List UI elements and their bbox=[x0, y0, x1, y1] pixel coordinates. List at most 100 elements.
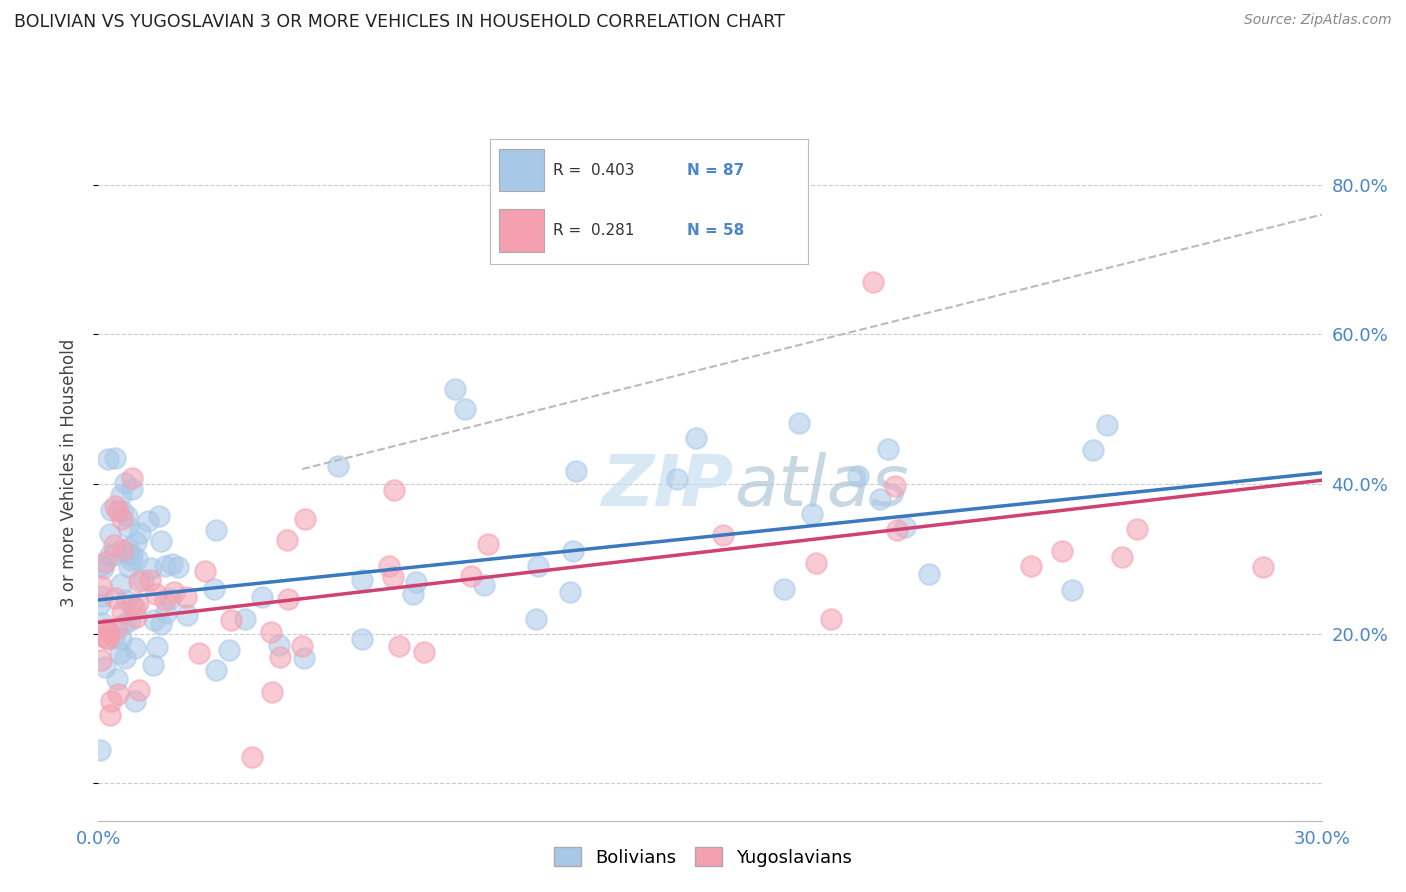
Bolivians bbox=[524, 611, 547, 625]
Bolivians bbox=[98, 527, 121, 541]
Yugoslavians bbox=[1050, 544, 1073, 558]
Bolivians bbox=[100, 502, 122, 516]
Bolivians bbox=[127, 552, 149, 566]
Bolivians bbox=[176, 608, 198, 623]
Text: atlas: atlas bbox=[734, 452, 910, 521]
Bolivians bbox=[145, 640, 167, 655]
Yugoslavians bbox=[104, 499, 127, 513]
Bolivians bbox=[111, 504, 134, 518]
Yugoslavians bbox=[294, 511, 316, 525]
Bolivians bbox=[159, 592, 181, 607]
Yugoslavians bbox=[194, 564, 217, 578]
Yugoslavians bbox=[98, 708, 121, 723]
Bolivians bbox=[143, 613, 166, 627]
Bolivians bbox=[1097, 417, 1119, 432]
Yugoslavians bbox=[260, 684, 283, 698]
Bolivians bbox=[108, 646, 131, 660]
Yugoslavians bbox=[1111, 549, 1133, 564]
Yugoslavians bbox=[127, 596, 149, 610]
Bolivians bbox=[117, 520, 139, 534]
Bolivians bbox=[97, 452, 120, 467]
Bolivians bbox=[136, 514, 159, 528]
Bolivians bbox=[454, 402, 477, 417]
Yugoslavians bbox=[90, 652, 112, 666]
Yugoslavians bbox=[128, 683, 150, 698]
Bolivians bbox=[685, 431, 707, 445]
Bolivians bbox=[91, 589, 114, 603]
Yugoslavians bbox=[104, 591, 127, 605]
Yugoslavians bbox=[121, 598, 143, 612]
Bolivians bbox=[110, 577, 132, 591]
Yugoslavians bbox=[93, 556, 115, 570]
Yugoslavians bbox=[163, 584, 186, 599]
Yugoslavians bbox=[111, 605, 134, 619]
Bolivians bbox=[103, 630, 125, 644]
Bolivians bbox=[153, 558, 176, 573]
Bolivians bbox=[117, 541, 139, 555]
Bolivians bbox=[205, 663, 228, 677]
Bolivians bbox=[562, 544, 585, 558]
Bolivians bbox=[155, 606, 177, 620]
Yugoslavians bbox=[886, 524, 908, 538]
Bolivians bbox=[139, 561, 162, 575]
Bolivians bbox=[115, 508, 138, 523]
Bolivians bbox=[405, 574, 427, 589]
Bolivians bbox=[162, 557, 184, 571]
Yugoslavians bbox=[103, 538, 125, 552]
Bolivians bbox=[772, 582, 794, 597]
Bolivians bbox=[150, 534, 173, 549]
Bolivians bbox=[250, 590, 273, 604]
Bolivians bbox=[117, 546, 139, 560]
Bolivians bbox=[148, 508, 170, 523]
Yugoslavians bbox=[107, 503, 129, 517]
Yugoslavians bbox=[460, 568, 482, 582]
Yugoslavians bbox=[100, 693, 122, 707]
Bolivians bbox=[89, 742, 111, 756]
Bolivians bbox=[132, 573, 155, 587]
Yugoslavians bbox=[413, 645, 436, 659]
Bolivians bbox=[141, 657, 163, 672]
Yugoslavians bbox=[121, 471, 143, 485]
Bolivians bbox=[91, 558, 114, 572]
Bolivians bbox=[90, 615, 112, 630]
Yugoslavians bbox=[187, 646, 209, 660]
Text: BOLIVIAN VS YUGOSLAVIAN 3 OR MORE VEHICLES IN HOUSEHOLD CORRELATION CHART: BOLIVIAN VS YUGOSLAVIAN 3 OR MORE VEHICL… bbox=[14, 13, 785, 31]
Yugoslavians bbox=[90, 578, 112, 592]
Yugoslavians bbox=[155, 593, 177, 607]
Bolivians bbox=[869, 491, 891, 506]
Bolivians bbox=[1060, 583, 1083, 598]
Bolivians bbox=[121, 482, 143, 496]
Yugoslavians bbox=[97, 632, 120, 647]
Text: Source: ZipAtlas.com: Source: ZipAtlas.com bbox=[1244, 13, 1392, 28]
Yugoslavians bbox=[145, 587, 167, 601]
Yugoslavians bbox=[260, 625, 283, 640]
Bolivians bbox=[167, 559, 190, 574]
Bolivians bbox=[98, 548, 121, 562]
Bolivians bbox=[94, 660, 117, 674]
Legend: Bolivians, Yugoslavians: Bolivians, Yugoslavians bbox=[547, 840, 859, 874]
Yugoslavians bbox=[382, 483, 405, 498]
Bolivians bbox=[352, 632, 374, 646]
Bolivians bbox=[789, 416, 811, 430]
Bolivians bbox=[104, 450, 127, 465]
Bolivians bbox=[328, 459, 350, 474]
Bolivians bbox=[121, 548, 143, 562]
Bolivians bbox=[893, 520, 915, 534]
Bolivians bbox=[110, 632, 132, 646]
Yugoslavians bbox=[139, 573, 162, 587]
Bolivians bbox=[120, 552, 142, 566]
Yugoslavians bbox=[820, 612, 842, 626]
Bolivians bbox=[105, 672, 128, 686]
Yugoslavians bbox=[711, 528, 734, 542]
Yugoslavians bbox=[219, 613, 242, 627]
Yugoslavians bbox=[884, 479, 907, 493]
Bolivians bbox=[666, 472, 689, 486]
Bolivians bbox=[472, 578, 495, 592]
Yugoslavians bbox=[1019, 559, 1042, 574]
Y-axis label: 3 or more Vehicles in Household: 3 or more Vehicles in Household bbox=[59, 339, 77, 607]
Bolivians bbox=[1083, 443, 1105, 458]
Bolivians bbox=[118, 560, 141, 574]
Bolivians bbox=[114, 650, 136, 665]
Bolivians bbox=[114, 593, 136, 607]
Bolivians bbox=[124, 601, 146, 615]
